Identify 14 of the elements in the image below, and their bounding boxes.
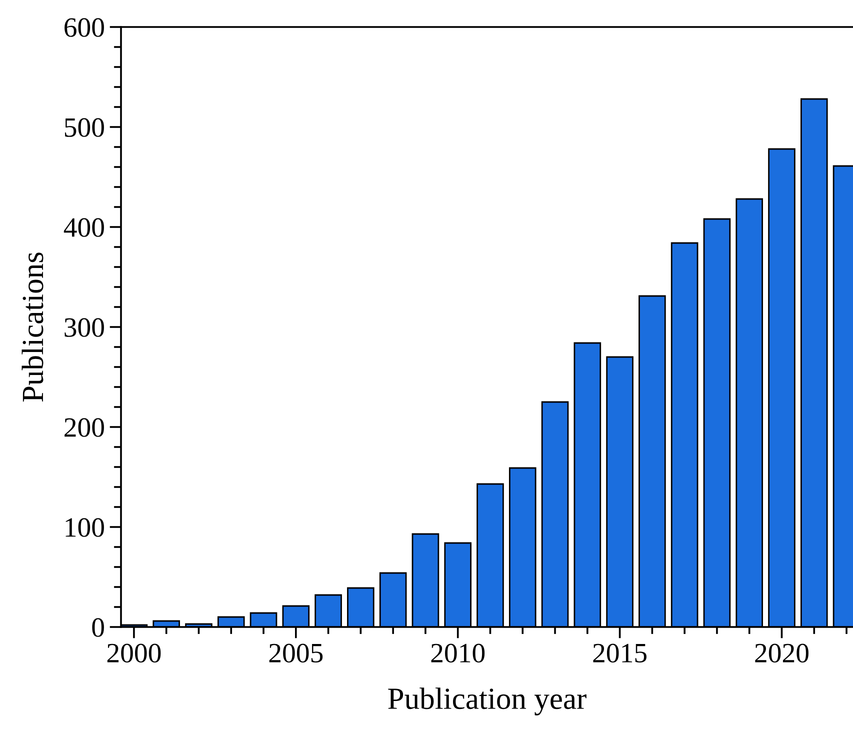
x-tick-label: 2020 — [755, 644, 808, 663]
y-tick-label: 600 — [64, 18, 104, 37]
y-tick-label: 400 — [64, 218, 104, 237]
y-tick-label: 0 — [92, 618, 104, 637]
x-tick-label: 2000 — [107, 644, 161, 663]
y-tick-label: 300 — [64, 318, 104, 337]
x-axis-title: Publication year — [388, 688, 586, 716]
y-tick-label: 500 — [64, 118, 104, 137]
x-tick-label: 2015 — [593, 644, 646, 663]
x-tick-label: 2005 — [269, 644, 323, 663]
y-tick-label: 200 — [64, 418, 104, 437]
y-tick-label: 100 — [66, 518, 104, 537]
y-axis-title: Publications — [22, 252, 44, 402]
x-tick-label: 2010 — [431, 644, 485, 663]
